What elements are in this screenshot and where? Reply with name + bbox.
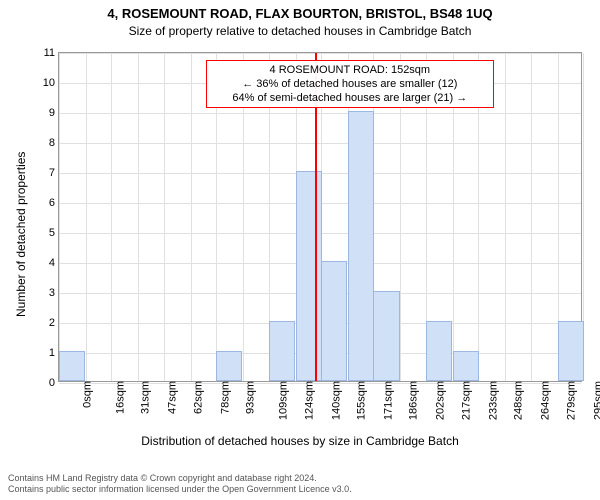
xtick-label: 47sqm <box>164 381 179 414</box>
xtick-label: 124sqm <box>300 381 315 420</box>
xtick-label: 155sqm <box>353 381 368 420</box>
xtick-label: 78sqm <box>216 381 231 414</box>
infobox-line: 64% of semi-detached houses are larger (… <box>211 91 489 105</box>
ytick-label: 5 <box>49 227 59 239</box>
histogram-bar <box>296 171 322 381</box>
infobox-line: 4 ROSEMOUNT ROAD: 152sqm <box>211 63 489 77</box>
ytick-label: 4 <box>49 257 59 269</box>
plot-area: 012345678910110sqm16sqm31sqm47sqm62sqm78… <box>58 52 582 382</box>
xtick-label: 217sqm <box>457 381 472 420</box>
footer-attribution: Contains HM Land Registry data © Crown c… <box>8 473 352 496</box>
xtick-label: 264sqm <box>537 381 552 420</box>
gridline-v <box>531 53 532 381</box>
ytick-label: 3 <box>49 287 59 299</box>
histogram-bar <box>59 351 85 381</box>
xtick-label: 279sqm <box>562 381 577 420</box>
gridline-v <box>111 53 112 381</box>
chart-subtitle: Size of property relative to detached ho… <box>0 24 600 38</box>
footer-line-2: Contains public sector information licen… <box>8 484 352 496</box>
histogram-bar <box>269 321 295 381</box>
xtick-label: 16sqm <box>112 381 127 414</box>
xtick-label: 248sqm <box>510 381 525 420</box>
xtick-label: 0sqm <box>78 381 93 408</box>
gridline-v <box>59 53 60 381</box>
ytick-label: 2 <box>49 317 59 329</box>
gridline-v <box>505 53 506 381</box>
xtick-label: 171sqm <box>380 381 395 420</box>
xtick-label: 186sqm <box>405 381 420 420</box>
ytick-label: 1 <box>49 347 59 359</box>
marker-infobox: 4 ROSEMOUNT ROAD: 152sqm← 36% of detache… <box>206 60 494 109</box>
x-axis-label: Distribution of detached houses by size … <box>0 434 600 448</box>
xtick-label: 202sqm <box>432 381 447 420</box>
y-axis-label: Number of detached properties <box>14 152 28 317</box>
histogram-bar <box>373 291 399 381</box>
gridline-v <box>86 53 87 381</box>
ytick-label: 0 <box>49 377 59 389</box>
xtick-label: 140sqm <box>327 381 342 420</box>
chart-container: 4, ROSEMOUNT ROAD, FLAX BOURTON, BRISTOL… <box>0 0 600 500</box>
ytick-label: 11 <box>44 47 59 59</box>
histogram-bar <box>216 351 242 381</box>
ytick-label: 7 <box>49 167 59 179</box>
infobox-line: ← 36% of detached houses are smaller (12… <box>211 77 489 91</box>
ytick-label: 9 <box>49 107 59 119</box>
xtick-label: 295sqm <box>589 381 600 420</box>
xtick-label: 62sqm <box>189 381 204 414</box>
xtick-label: 233sqm <box>484 381 499 420</box>
gridline-v <box>138 53 139 381</box>
xtick-label: 31sqm <box>137 381 152 414</box>
histogram-bar <box>348 111 374 381</box>
xtick-label: 109sqm <box>275 381 290 420</box>
histogram-bar <box>321 261 347 381</box>
chart-title: 4, ROSEMOUNT ROAD, FLAX BOURTON, BRISTOL… <box>0 6 600 21</box>
gridline-h <box>59 143 581 144</box>
footer-line-1: Contains HM Land Registry data © Crown c… <box>8 473 352 485</box>
xtick-label: 93sqm <box>242 381 257 414</box>
histogram-bar <box>558 321 584 381</box>
histogram-bar <box>426 321 452 381</box>
gridline-h <box>59 113 581 114</box>
ytick-label: 6 <box>49 197 59 209</box>
gridline-v <box>191 53 192 381</box>
gridline-h <box>59 53 581 54</box>
ytick-label: 10 <box>43 77 59 89</box>
histogram-bar <box>453 351 479 381</box>
gridline-v <box>164 53 165 381</box>
ytick-label: 8 <box>49 137 59 149</box>
